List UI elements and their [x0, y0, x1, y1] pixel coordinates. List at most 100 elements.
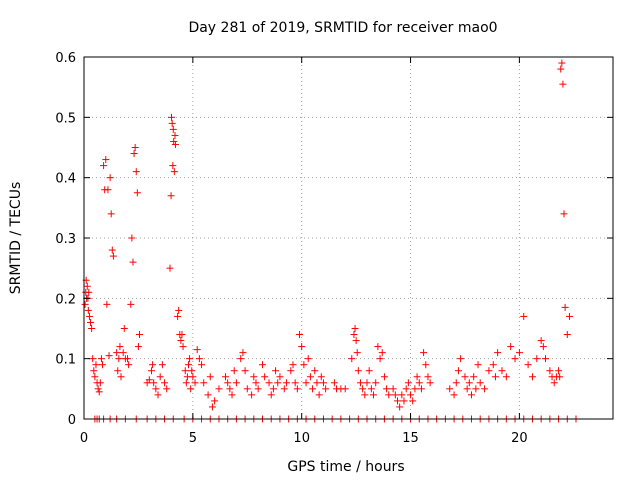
data-point	[226, 385, 234, 393]
data-point	[467, 391, 475, 399]
y-tick-label: 0.5	[55, 111, 76, 126]
data-point	[272, 367, 280, 375]
data-point	[296, 331, 304, 339]
data-point	[351, 325, 359, 332]
axis-ticks: 0 0.1 0.2 0.3 0.4 0.5 0.6 0 5 10 15 20	[55, 51, 613, 446]
data-point	[222, 373, 230, 381]
data-point	[359, 385, 367, 393]
data-point	[175, 306, 183, 314]
data-point	[555, 367, 563, 375]
data-point	[200, 379, 208, 387]
data-point	[206, 373, 214, 381]
data-point	[85, 312, 93, 320]
data-point	[102, 156, 110, 164]
data-point	[228, 391, 236, 399]
data-point	[470, 373, 478, 381]
data-point	[542, 355, 550, 363]
data-point	[189, 373, 197, 381]
data-point	[130, 150, 138, 158]
x-axis-label: GPS time / hours	[287, 459, 404, 475]
data-point	[195, 355, 203, 363]
data-point	[204, 391, 212, 399]
data-point	[563, 331, 571, 339]
data-point	[127, 300, 135, 308]
data-point	[129, 258, 137, 266]
data-point	[125, 361, 133, 369]
data-point	[306, 373, 314, 381]
data-point	[230, 367, 238, 375]
data-point	[352, 337, 360, 345]
data-point	[302, 379, 310, 387]
data-point	[413, 373, 421, 381]
data-point	[276, 373, 284, 381]
y-tick-label: 0.4	[55, 172, 76, 187]
data-point	[370, 391, 378, 399]
data-point	[561, 303, 569, 311]
data-point	[515, 349, 523, 357]
data-point	[184, 361, 192, 369]
data-point	[474, 361, 482, 369]
data-point	[374, 343, 382, 351]
data-point	[193, 346, 201, 354]
data-point	[550, 379, 558, 387]
data-point	[546, 367, 554, 375]
data-point	[150, 379, 158, 387]
data-point	[163, 385, 171, 393]
data-point	[400, 397, 408, 405]
data-point	[298, 343, 306, 351]
data-point	[330, 379, 338, 387]
data-point	[166, 264, 174, 272]
data-point	[556, 373, 564, 381]
data-point	[261, 373, 269, 381]
data-point	[363, 379, 371, 387]
data-point	[259, 361, 267, 369]
data-point	[124, 355, 132, 363]
data-point	[520, 312, 528, 320]
data-point	[134, 343, 142, 351]
data-point	[450, 391, 458, 399]
data-point	[254, 385, 262, 393]
data-point	[409, 397, 417, 405]
y-tick-label: 0.1	[55, 353, 76, 368]
data-point	[269, 385, 277, 393]
data-point	[309, 385, 317, 393]
data-point	[237, 355, 245, 363]
data-point	[90, 367, 98, 375]
data-point	[84, 306, 92, 314]
data-point	[116, 343, 124, 351]
data-point	[88, 325, 96, 332]
data-point	[348, 355, 356, 363]
data-point	[353, 349, 361, 357]
data-point	[498, 367, 506, 375]
data-point	[383, 385, 391, 393]
data-point	[376, 355, 384, 363]
y-tick-label: 0.2	[55, 292, 76, 307]
data-point	[171, 131, 179, 139]
data-point	[188, 367, 196, 375]
data-point	[158, 361, 166, 369]
data-point	[461, 373, 469, 381]
data-point	[168, 119, 176, 127]
data-point	[558, 59, 566, 67]
data-point	[171, 140, 179, 148]
data-point	[169, 162, 177, 170]
data-point	[252, 379, 260, 387]
data-point	[385, 391, 393, 399]
data-point	[136, 331, 144, 339]
data-point	[114, 367, 122, 375]
data-point	[420, 349, 428, 357]
data-point	[507, 343, 515, 351]
data-point	[365, 367, 373, 375]
data-point	[224, 379, 232, 387]
data-point	[446, 385, 454, 393]
data-point	[113, 349, 121, 357]
data-point	[380, 373, 388, 381]
data-point	[426, 379, 434, 387]
data-point	[156, 373, 164, 381]
data-point	[300, 361, 308, 369]
data-point	[168, 113, 176, 121]
data-point	[108, 246, 116, 254]
data-point	[177, 337, 185, 345]
data-point	[208, 403, 216, 411]
data-point	[317, 373, 325, 381]
